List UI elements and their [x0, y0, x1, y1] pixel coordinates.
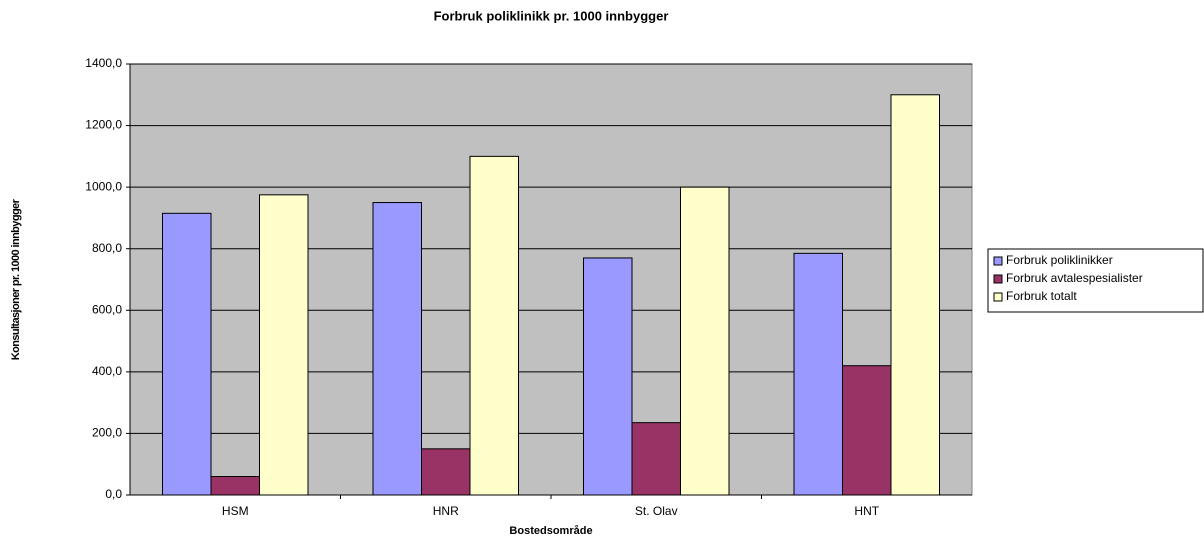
legend-label: Forbruk avtalespesialister: [1006, 271, 1143, 285]
bar: [680, 186, 730, 496]
bar: [421, 448, 471, 496]
bar: [583, 257, 633, 496]
bar: [842, 365, 892, 496]
bar: [162, 212, 212, 496]
bar: [890, 94, 940, 496]
legend-label: Forbruk totalt: [1006, 289, 1077, 303]
bar: [210, 476, 260, 496]
y-tick-label: 200,0: [92, 426, 122, 440]
legend-swatch: [993, 292, 1003, 302]
bar: [372, 202, 422, 496]
x-axis-title: Bostedsområde: [509, 525, 592, 537]
bar: [469, 155, 519, 496]
x-tick-label: HSM: [222, 504, 249, 518]
y-tick-label: 1200,0: [85, 118, 122, 132]
y-tick-label: 1000,0: [85, 179, 122, 193]
chart-title: Forbruk poliklinikk pr. 1000 innbygger: [434, 8, 669, 23]
legend-swatch: [993, 256, 1003, 266]
x-tick-label: HNR: [433, 504, 459, 518]
bar: [793, 252, 843, 496]
bar: [259, 194, 309, 496]
bar: [631, 422, 681, 496]
legend-label: Forbruk poliklinikker: [1006, 253, 1113, 267]
x-tick-label: HNT: [854, 504, 879, 518]
y-tick-label: 600,0: [92, 302, 122, 316]
x-tick-label: St. Olav: [635, 504, 678, 518]
y-axis-title: Konsultasjoner pr. 1000 innbygger: [10, 198, 22, 360]
y-tick-label: 400,0: [92, 364, 122, 378]
y-tick-label: 800,0: [92, 241, 122, 255]
y-tick-label: 1400,0: [85, 56, 122, 70]
y-tick-label: 0,0: [105, 487, 122, 501]
legend-swatch: [993, 274, 1003, 284]
legend: [987, 248, 1204, 313]
